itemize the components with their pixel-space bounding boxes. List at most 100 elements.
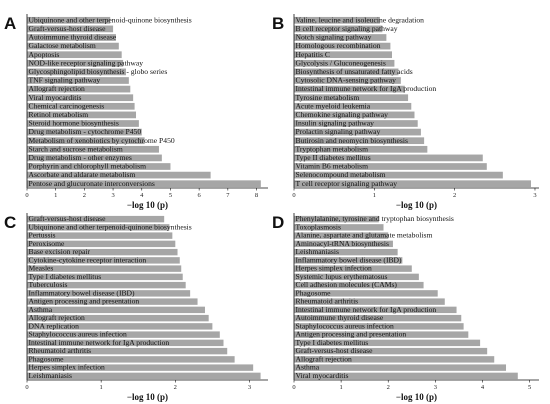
bar (294, 314, 462, 322)
bar-category-label: Chemical carcinogenesis (29, 101, 105, 110)
bar (294, 42, 391, 50)
bar (294, 68, 399, 76)
bar-category-label: Homologous recombination (296, 41, 381, 50)
bar (27, 372, 261, 380)
bar (27, 16, 111, 24)
bar (294, 171, 503, 179)
bar-category-label: Tryptophan metabolism (296, 144, 369, 153)
bar-category-label: Tyrosine metabolism (296, 93, 360, 102)
x-tick-label: 3 (434, 384, 437, 391)
bar (27, 171, 211, 179)
bar (294, 290, 438, 297)
bar (27, 180, 261, 188)
bar (27, 111, 137, 119)
bar-category-label: Graft-versus-host disease (29, 24, 107, 33)
bar (294, 163, 487, 170)
bar (27, 94, 134, 102)
bar-category-label: DNA replication (29, 321, 80, 330)
bar-category-label: Allograft rejection (29, 313, 85, 322)
bar (27, 215, 165, 223)
x-tick-label: 2 (453, 192, 456, 199)
bar-category-label: Prolactin signaling pathway (296, 127, 381, 136)
bar-category-label: T cell receptor signaling pathway (296, 179, 398, 188)
bar-category-label: Allograft rejection (296, 354, 352, 363)
bar-category-label: Aminoacyl-tRNA biosynthesis (296, 239, 389, 248)
bar-category-label: Base excision repair (29, 247, 91, 256)
x-tick-label: 0 (25, 384, 28, 391)
bar-category-label: Porphyrin and chlorophyll metabolism (29, 162, 147, 171)
bar-category-label: Leishmaniasis (296, 247, 339, 256)
bar (294, 364, 507, 371)
bar-category-label: Pertussis (29, 231, 56, 240)
bar-category-label: Staphylococcus aureus infection (29, 330, 127, 339)
bar (294, 34, 387, 41)
bar-category-label: Alanine, aspartate and glutamate metabol… (296, 231, 433, 240)
bar-category-label: Drug metabolism - other enzymes (29, 153, 132, 162)
bar (294, 257, 403, 264)
bar (294, 16, 380, 24)
bar-category-label: Pentose and glucuronate interconversions (29, 179, 155, 188)
bar (27, 339, 224, 347)
x-tick-label: 5 (169, 192, 172, 199)
bar (27, 257, 180, 264)
bar (27, 42, 119, 50)
x-tick-label: 0 (25, 192, 28, 199)
x-tick-label: 1 (339, 384, 342, 391)
x-tick-label: 1 (54, 192, 57, 199)
bar (27, 51, 122, 59)
bar (294, 145, 428, 153)
bar (27, 154, 162, 162)
bar-category-label: Vitamin B6 metabolism (296, 162, 369, 171)
panel-letter: C (4, 213, 16, 232)
bar (294, 224, 384, 231)
bar-category-label: Asthma (29, 305, 53, 314)
bar (294, 128, 421, 136)
bar (27, 120, 139, 127)
bar (294, 94, 409, 102)
bar-category-label: B cell receptor signaling pathway (296, 24, 398, 33)
bar (294, 281, 424, 289)
bar (27, 25, 114, 33)
bar (27, 356, 235, 363)
bar-category-label: Type II diabetes mellitus (296, 153, 371, 162)
bar (27, 85, 131, 93)
x-tick-label: 1 (373, 192, 376, 199)
bar-category-label: Graft-versus-host disease (296, 346, 374, 355)
bar (294, 51, 392, 59)
panel-a: A Ubiquinone and other terpenoid-quinone … (4, 14, 268, 210)
bar (294, 102, 412, 110)
bar (294, 111, 415, 119)
bar (27, 306, 205, 314)
bar-category-label: Hepatitis C (296, 50, 330, 59)
x-tick-label: 2 (83, 192, 86, 199)
bar-category-label: Notch signaling pathway (296, 33, 372, 42)
bar-category-label: Glycosphingolipid biosynthesis - globo s… (29, 67, 168, 76)
bar-category-label: Insulin signaling pathway (296, 119, 375, 128)
bar-category-label: Apoptosis (29, 50, 60, 59)
bar (27, 331, 220, 338)
panel-b: B Valine, leucine and isoleucine degradat… (272, 14, 539, 210)
bar (27, 364, 254, 371)
x-tick-label: 3 (533, 192, 536, 199)
bar (27, 137, 145, 145)
bar (27, 163, 171, 170)
bar (294, 248, 398, 256)
bar-category-label: Galactose metabolism (29, 41, 96, 50)
bar-category-label: Glycolysis / Gluconeogenesis (296, 58, 386, 67)
bar (294, 59, 395, 67)
bar (27, 34, 116, 41)
x-axis-label: −log 10 (p) (396, 200, 437, 210)
bar (27, 232, 173, 239)
bar (27, 273, 183, 281)
bar (27, 347, 228, 355)
bar-category-label: Cytosolic DNA-sensing pathway (296, 76, 397, 85)
bar (294, 331, 469, 338)
bar-category-label: Phagosome (296, 288, 332, 297)
bar-category-label: Herpes simplex infection (296, 264, 373, 273)
bar-category-label: Drug metabolism - cytochrome P450 (29, 127, 142, 136)
bar-category-label: Valine, leucine and isoleucine degradati… (296, 15, 425, 24)
bar-category-label: NOD-like receptor signaling pathway (29, 58, 144, 67)
bar-category-label: Type I diabetes mellitus (29, 272, 102, 281)
bar-category-label: Inflammatory bowel disease (IBD) (296, 255, 403, 264)
